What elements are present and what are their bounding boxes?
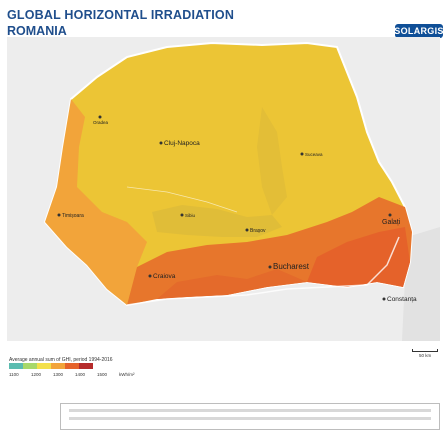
legend-swatch <box>79 363 93 369</box>
footer-text-line <box>69 409 431 412</box>
coastal-irradiation-zone <box>307 227 410 287</box>
legend-swatch <box>37 363 51 369</box>
city-label-sibiu: Sibiu <box>185 213 196 218</box>
legend-tick: 1400 <box>75 372 86 377</box>
scale-label: 50 km <box>419 353 432 358</box>
scale-bar <box>412 349 438 352</box>
city-craiova: Craiova <box>148 273 176 280</box>
city-label-oradea: Oradea <box>93 120 109 125</box>
city-label-timisoara: Timișoara <box>62 213 84 219</box>
city-label-constanta: Constanța <box>387 296 417 303</box>
black-sea <box>402 227 440 341</box>
legend-swatch <box>9 363 23 369</box>
map-canvas: Oradea Cluj-Napoca Suceava Timișoara Sib… <box>7 37 440 341</box>
city-oradea: Oradea <box>93 115 109 125</box>
footer-text-line <box>69 417 431 420</box>
carpathian-mountains <box>152 205 282 237</box>
city-label-cluj-napoca: Cluj-Napoca <box>164 140 200 147</box>
mures-river <box>126 186 238 213</box>
legend-tick: 1200 <box>31 372 42 377</box>
city-constanta: Constanța <box>382 296 417 303</box>
legend-unit: kWh/m² <box>119 372 135 377</box>
solargis-logo: SOLARGIS <box>394 24 444 38</box>
city-label-craiova: Craiova <box>153 273 176 280</box>
city-sibiu: Sibiu <box>180 213 196 218</box>
map-subtitle: ROMANIA <box>7 24 67 38</box>
footer-box <box>60 403 440 430</box>
legend-tick: 1500 <box>97 372 108 377</box>
city-cluj-napoca: Cluj-Napoca <box>159 140 200 147</box>
eastern-carpathians <box>257 107 287 215</box>
city-bucharest: Bucharest <box>268 262 310 271</box>
legend-swatch <box>51 363 65 369</box>
city-label-bucharest: Bucharest <box>273 262 310 271</box>
city-label-suceava: Suceava <box>305 152 323 157</box>
city-brasov: Brașov <box>245 228 266 234</box>
irradiation-map: Oradea Cluj-Napoca Suceava Timișoara Sib… <box>7 37 440 341</box>
legend-title: Average annual sum of GHI, period 1994-2… <box>9 357 113 363</box>
city-label-brasov: Brașov <box>250 228 266 234</box>
west-irradiation-zone <box>45 99 147 305</box>
legend-tick: 1300 <box>53 372 64 377</box>
city-timisoara: Timișoara <box>57 213 84 219</box>
legend-tick: 1100 <box>9 372 19 377</box>
city-suceava: Suceava <box>300 152 323 157</box>
danube-irradiation-zone <box>157 269 307 299</box>
city-galati: Galați <box>382 213 401 226</box>
danube-river <box>126 236 400 306</box>
legend-color-bar <box>9 363 93 369</box>
map-title: GLOBAL HORIZONTAL IRRADIATION <box>7 8 235 22</box>
city-label-galati: Galați <box>382 219 401 226</box>
legend-swatch <box>65 363 79 369</box>
legend-swatch <box>23 363 37 369</box>
